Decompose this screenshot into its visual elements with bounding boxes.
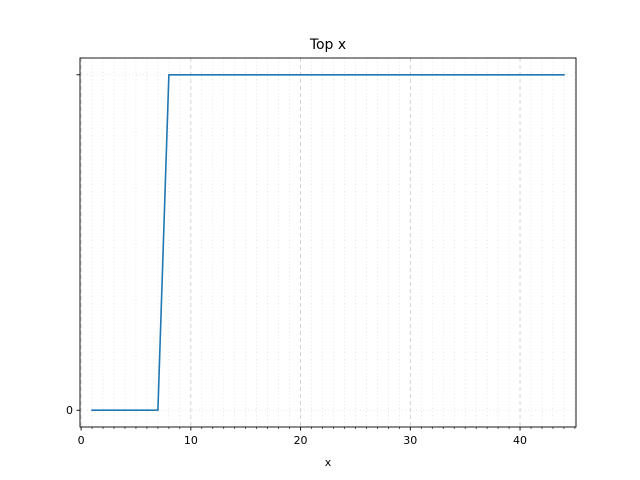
y-axis: 0 [66, 74, 80, 417]
chart-title: Top x [309, 37, 346, 53]
grid [80, 58, 576, 427]
x-tick-label: 10 [184, 434, 198, 447]
series-line [91, 73, 565, 412]
axes-frame [79, 57, 577, 428]
x-tick-label: 20 [294, 434, 308, 447]
y-tick-label: 0 [66, 404, 73, 417]
x-tick-label: 30 [403, 434, 417, 447]
x-tick-label: 40 [513, 434, 527, 447]
x-tick-label: 0 [78, 434, 85, 447]
series-layer [91, 73, 565, 412]
x-axis-label: x [325, 456, 332, 469]
x-axis: 0 10 20 30 40 [78, 427, 576, 447]
